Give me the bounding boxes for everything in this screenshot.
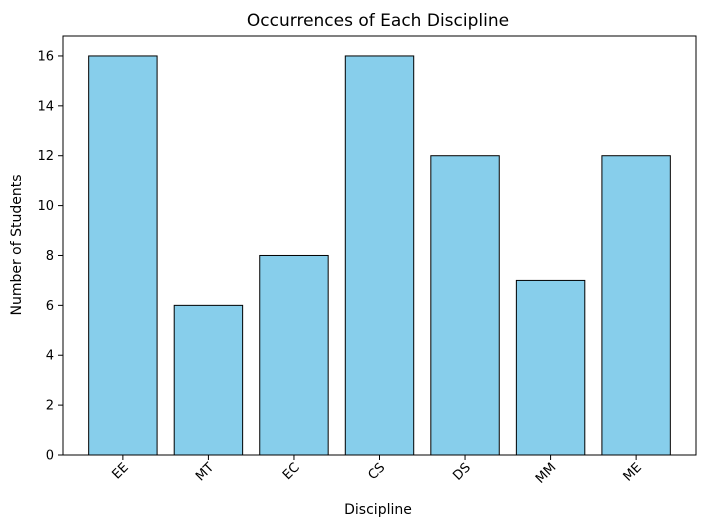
x-tick-label-ec: EC <box>280 460 303 483</box>
bar-mt <box>173 304 244 456</box>
y-tick-label: 14 <box>37 99 54 114</box>
y-axis-ticks: 0 2 4 6 8 10 12 14 16 <box>37 49 63 464</box>
y-tick-label: 8 <box>46 249 54 264</box>
y-tick-label: 16 <box>37 49 54 64</box>
bar-me <box>601 155 671 456</box>
y-axis-label: Number of Students <box>9 174 25 315</box>
x-tick-label-mt: MT <box>193 460 217 484</box>
x-tick-label-me: ME <box>621 460 645 484</box>
x-tick-label-ee: EE <box>109 460 131 482</box>
x-tick-label-mm: MM <box>533 460 559 486</box>
y-tick-label: 12 <box>37 149 54 164</box>
x-axis-label: Discipline <box>344 502 412 518</box>
bar-cs <box>344 55 415 456</box>
y-tick-label: 2 <box>46 399 54 414</box>
bar-mm <box>515 279 586 456</box>
plot-area-frame <box>62 35 697 456</box>
bar-ee <box>88 55 158 456</box>
bar-ec <box>259 254 329 456</box>
y-tick-label: 0 <box>46 449 54 464</box>
y-tick-label: 10 <box>37 199 54 214</box>
bar-ds <box>430 155 500 456</box>
x-tick-label-ds: DS <box>450 460 474 484</box>
x-axis-ticks: EE MT EC CS DS MM ME <box>109 455 645 487</box>
chart-title: Occurrences of Each Discipline <box>247 11 509 31</box>
y-tick-label: 6 <box>46 299 54 314</box>
y-tick-label: 4 <box>46 349 54 364</box>
x-tick-label-cs: CS <box>365 460 388 483</box>
bars-group <box>88 55 671 456</box>
